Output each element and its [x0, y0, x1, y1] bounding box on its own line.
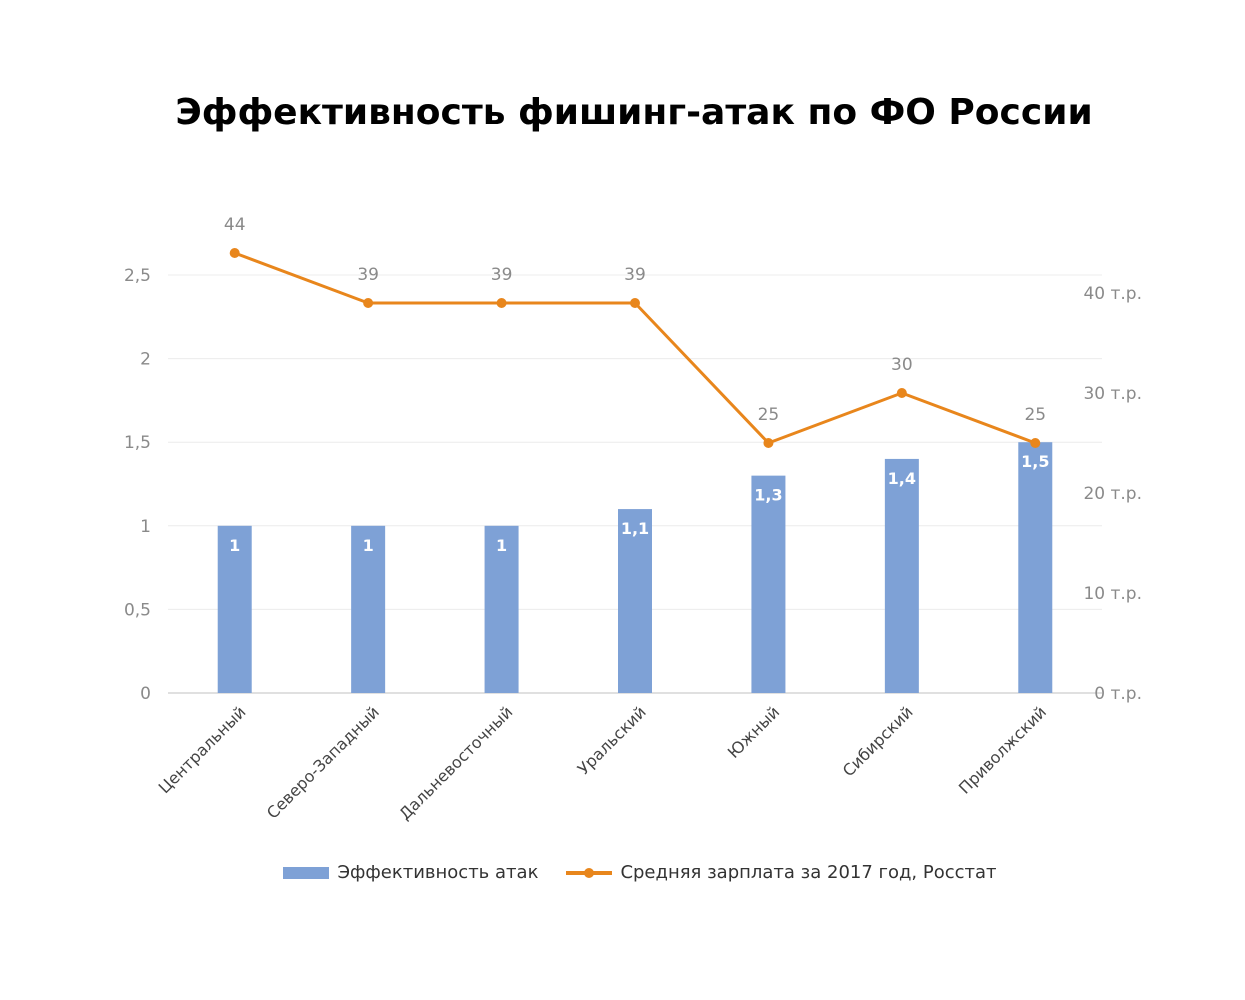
bar [351, 525, 386, 693]
line-point [896, 388, 907, 398]
line-point [363, 298, 374, 308]
line-data-label: 39 [624, 265, 646, 285]
bar-data-label: 1,5 [1021, 452, 1049, 471]
category-label: Центральный [155, 702, 250, 797]
left-axis-tick-label: 2 [140, 350, 151, 370]
legend-label-bars: Эффективность атак [337, 862, 539, 883]
legend-label-line: Средняя зарплата за 2017 год, Росстат [620, 862, 997, 883]
bar-data-label: 1 [363, 536, 374, 555]
bar-data-label: 1 [496, 536, 507, 555]
line-data-label: 25 [758, 405, 780, 425]
bar-data-label: 1,4 [888, 469, 916, 488]
category-label: Приволжский [955, 702, 1050, 797]
chart-plot: 0 0,5 1 1,5 2 2,5 0 т.р. 10 т.р. 20 т.р. 30 т.р. 4… [124, 215, 1142, 824]
line-point [1030, 438, 1041, 448]
category-label: Южный [724, 702, 784, 762]
left-axis-tick-label: 2,5 [124, 266, 151, 286]
bar-data-label: 1 [229, 536, 240, 555]
left-axis-tick-label: 1 [140, 517, 151, 537]
line-data-label: 39 [357, 265, 379, 285]
legend-swatch-line [566, 867, 613, 878]
category-label: Северо-Западный [263, 702, 383, 822]
line-data-label: 30 [891, 355, 913, 375]
bar [1018, 442, 1053, 693]
right-axis-tick-label: 20 т.р. [1083, 484, 1142, 504]
bar [217, 525, 252, 693]
line-point [763, 438, 774, 448]
right-axis-tick-label: 10 т.р. [1083, 584, 1142, 604]
bar-data-label: 1,1 [621, 519, 649, 538]
line-point [630, 298, 640, 308]
right-axis-tick-label: 0 т.р. [1094, 684, 1142, 704]
left-axis-tick-label: 1,5 [124, 433, 151, 453]
line-point [229, 248, 240, 258]
bar [751, 475, 786, 693]
line-data-label: 39 [491, 265, 513, 285]
bar [884, 458, 919, 693]
legend-swatch-bars [283, 866, 330, 879]
chart-legend: Эффективность атак Средняя зарплата за 2… [0, 862, 1245, 883]
bar [618, 509, 652, 693]
left-axis-tick-label: 0 [140, 684, 151, 704]
right-axis-tick-label: 40 т.р. [1083, 284, 1142, 304]
line-point [496, 298, 507, 308]
bar-data-label: 1,3 [754, 486, 782, 505]
category-label: Уральский [574, 702, 650, 778]
right-axis-tick-label: 30 т.р. [1083, 384, 1142, 404]
category-label: Сибирский [839, 702, 917, 780]
line-data-label: 25 [1024, 405, 1046, 425]
bar [484, 525, 519, 693]
line-data-label: 44 [224, 215, 246, 235]
left-axis-tick-label: 0,5 [124, 600, 151, 620]
legend-item-bars: Эффективность атак [283, 862, 538, 883]
category-label: Дальневосточный [395, 702, 516, 823]
chart-title: Эффективность фишинг-атак по ФО России [175, 92, 1093, 133]
legend-item-line: Средняя зарплата за 2017 год, Росстат [566, 862, 997, 883]
